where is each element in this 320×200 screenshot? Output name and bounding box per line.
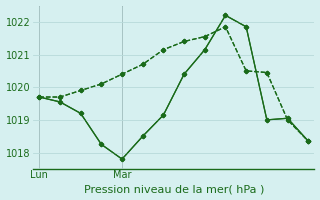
X-axis label: Pression niveau de la mer( hPa ): Pression niveau de la mer( hPa ) xyxy=(84,184,264,194)
